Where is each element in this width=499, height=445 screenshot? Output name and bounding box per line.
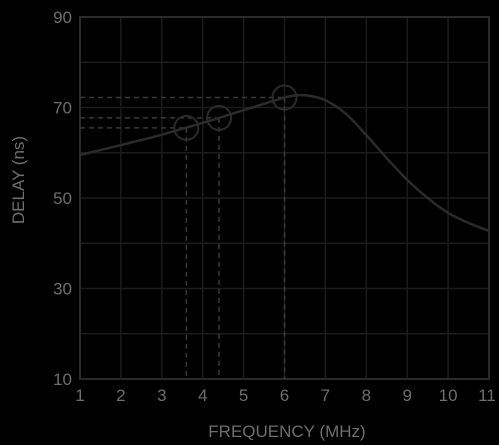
y-tick-label-70: 70 [53,99,72,118]
x-tick-label-6: 6 [280,386,289,405]
annotation-markers [173,84,298,141]
x-tick-label-11: 11 [478,386,496,405]
y-tick-label-50: 50 [53,189,72,208]
x-tick-label-2: 2 [116,386,125,405]
y-tick-labels: 10 30 50 70 90 [53,8,72,389]
x-tick-label-1: 1 [75,386,84,405]
x-axis-label: FREQUENCY (MHz) [208,422,365,441]
annotation-circle-2 [206,104,233,131]
x-tick-labels: 1 2 3 4 5 6 7 8 9 10 11 [75,386,496,405]
x-tick-label-9: 9 [402,386,411,405]
x-tick-label-4: 4 [198,386,207,405]
delay-curve [79,93,490,233]
y-tick-label-90: 90 [53,8,72,27]
x-tick-label-5: 5 [239,386,248,405]
x-tick-label-7: 7 [321,386,330,405]
y-tick-label-10: 10 [53,370,72,389]
y-tick-label-30: 30 [53,280,72,299]
x-tick-label-8: 8 [362,386,371,405]
y-axis-label: DELAY (ns) [9,136,28,224]
guide-lines [80,96,286,379]
annotation-circle-3 [271,84,298,111]
x-tick-label-10: 10 [439,386,458,405]
annotation-circle-1 [173,114,200,141]
x-tick-label-3: 3 [157,386,166,405]
